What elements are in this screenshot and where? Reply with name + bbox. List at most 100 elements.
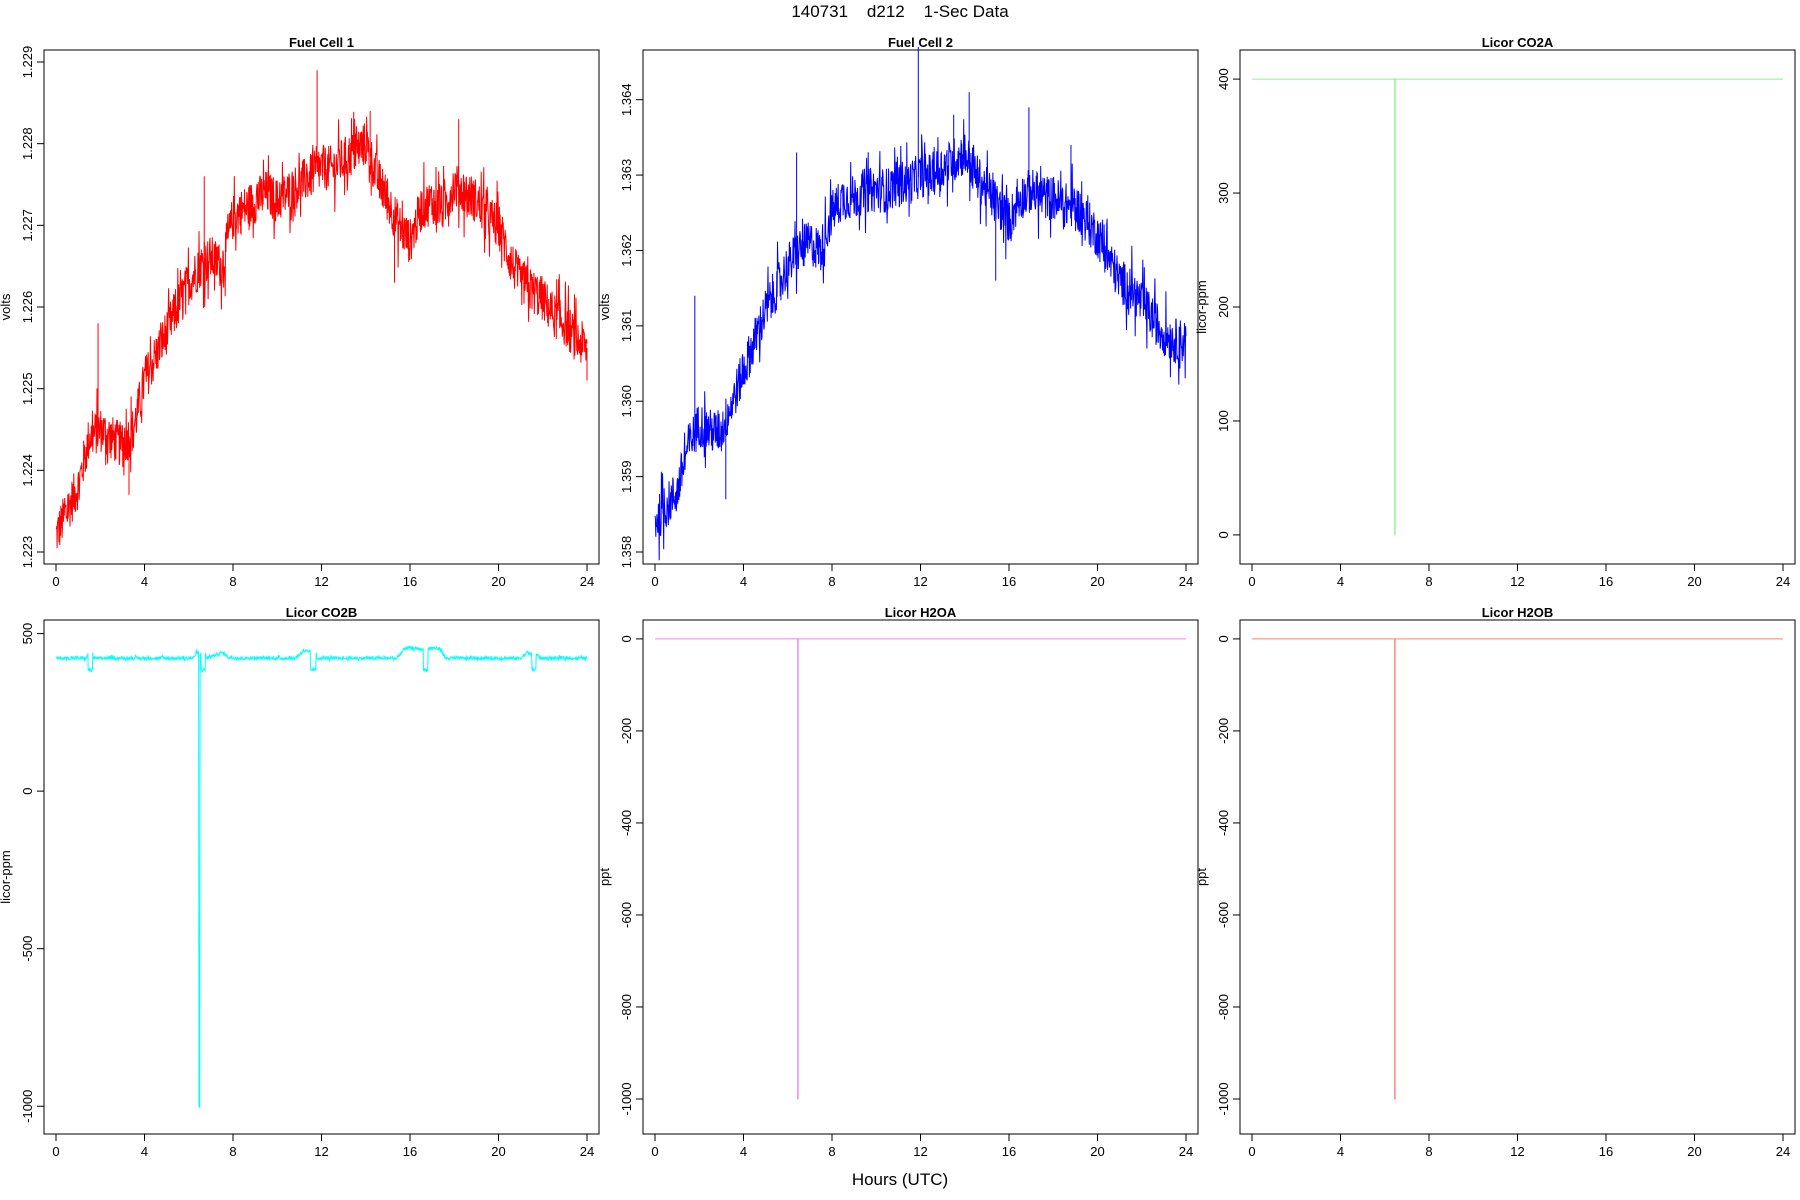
x-tick-label: 24 [1776, 1144, 1790, 1159]
panel-frame [1239, 49, 1796, 565]
x-tick-label: 16 [403, 574, 417, 589]
x-tick-label: 24 [580, 574, 594, 589]
panel-6: Licor H2OB ppt 0 4 8 12 16 20 24 -1000 -800 -600 -40… [1194, 605, 1796, 1159]
y-tick-label: -600 [1216, 902, 1231, 928]
y-tick-label: 1.363 [619, 159, 634, 192]
y-tick-label: 1.364 [619, 83, 634, 116]
y-tick-label: 1.362 [619, 234, 634, 267]
panel-title: Fuel Cell 2 [888, 35, 953, 50]
y-tick-label: 100 [1216, 410, 1231, 432]
y-tick-label: -200 [1216, 718, 1231, 744]
y-tick-label: 1.360 [619, 385, 634, 418]
panel-4: Licor CO2B licor-ppm 0 4 8 12 16 20 24 -1000 -500 0… [0, 605, 600, 1159]
x-tick-label: 4 [141, 1144, 148, 1159]
panel-frame [642, 619, 1199, 1135]
x-tick-label: 20 [491, 1144, 505, 1159]
y-axis-label: licor-ppm [0, 850, 13, 903]
x-tick-label: 4 [1337, 1144, 1344, 1159]
y-tick-label: 0 [1216, 531, 1231, 538]
x-tick-label: 8 [229, 574, 236, 589]
x-tick-label: 0 [52, 1144, 59, 1159]
x-tick-label: 12 [1510, 574, 1524, 589]
x-tick-label: 4 [740, 1144, 747, 1159]
panel-5: Licor H2OA ppt 0 4 8 12 16 20 24 -1000 -800 -600 -40… [597, 605, 1199, 1159]
y-tick-label: 0 [619, 635, 634, 642]
y-tick-label: -1000 [1216, 1082, 1231, 1115]
y-tick-label: 1.223 [20, 536, 35, 569]
x-tick-label: 20 [1090, 574, 1104, 589]
x-tick-label: 0 [1248, 574, 1255, 589]
x-tick-label: 12 [1510, 1144, 1524, 1159]
y-axis-label: ppt [1194, 868, 1209, 886]
x-axis-label: Hours (UTC) [851, 1170, 949, 1189]
x-tick-label: 0 [52, 574, 59, 589]
x-tick-label: 16 [1599, 574, 1613, 589]
y-tick-label: 500 [20, 623, 35, 645]
y-tick-label: -400 [619, 810, 634, 836]
y-tick-label: 1.229 [20, 46, 35, 79]
series-line [654, 119, 1187, 561]
y-axis-label: ppt [597, 868, 612, 886]
y-tick-label: 1.227 [20, 209, 35, 242]
x-tick-label: 20 [1687, 1144, 1701, 1159]
y-tick-label: -600 [619, 902, 634, 928]
y-tick-label: 1.361 [619, 310, 634, 343]
series-line [55, 644, 588, 1109]
y-tick-label: -400 [1216, 810, 1231, 836]
series-line [1252, 638, 1783, 1100]
x-tick-label: 8 [828, 574, 835, 589]
x-tick-label: 12 [314, 1144, 328, 1159]
x-tick-label: 16 [403, 1144, 417, 1159]
series-line [1252, 78, 1783, 536]
y-tick-label: -200 [619, 718, 634, 744]
x-tick-label: 24 [1179, 1144, 1193, 1159]
panel-title: Licor CO2B [286, 605, 358, 620]
y-tick-label: -800 [619, 994, 634, 1020]
y-tick-label: -800 [1216, 994, 1231, 1020]
panel-title: Fuel Cell 1 [289, 35, 354, 50]
x-tick-label: 4 [141, 574, 148, 589]
x-tick-label: 12 [913, 574, 927, 589]
y-tick-label: 300 [1216, 182, 1231, 204]
x-tick-label: 4 [740, 574, 747, 589]
y-axis-label: volts [597, 293, 612, 320]
x-tick-label: 8 [229, 1144, 236, 1159]
panel-1: Fuel Cell 1 volts 0 4 8 12 16 20 24 1.223 1.224 1.2… [0, 35, 600, 589]
panel-title: Licor H2OB [1482, 605, 1554, 620]
x-tick-label: 0 [1248, 1144, 1255, 1159]
y-tick-label: -1000 [619, 1082, 634, 1115]
series-line [55, 111, 588, 549]
x-tick-label: 12 [913, 1144, 927, 1159]
x-tick-label: 24 [580, 1144, 594, 1159]
y-axis-label: volts [0, 293, 13, 320]
x-tick-label: 20 [1687, 574, 1701, 589]
y-axis-label: licor-ppm [1194, 280, 1209, 333]
x-tick-label: 16 [1599, 1144, 1613, 1159]
y-tick-label: 400 [1216, 68, 1231, 90]
panel-frame [43, 49, 600, 565]
x-tick-label: 0 [651, 574, 658, 589]
x-tick-label: 24 [1776, 574, 1790, 589]
y-tick-label: 1.359 [619, 460, 634, 493]
x-tick-label: 8 [1425, 1144, 1432, 1159]
x-tick-label: 4 [1337, 574, 1344, 589]
x-tick-label: 0 [651, 1144, 658, 1159]
y-tick-label: 200 [1216, 296, 1231, 318]
x-tick-label: 16 [1002, 1144, 1016, 1159]
x-tick-label: 20 [491, 574, 505, 589]
y-tick-label: 1.228 [20, 127, 35, 160]
x-tick-label: 16 [1002, 574, 1016, 589]
panel-frame [1239, 619, 1796, 1135]
y-tick-label: 0 [20, 788, 35, 795]
x-tick-label: 20 [1090, 1144, 1104, 1159]
panel-title: Licor H2OA [885, 605, 957, 620]
panel-3: Licor CO2A licor-ppm 0 4 8 12 16 20 24 0 100 200 300… [1194, 35, 1796, 589]
x-tick-label: 8 [1425, 574, 1432, 589]
x-tick-label: 24 [1179, 574, 1193, 589]
y-tick-label: 1.358 [619, 536, 634, 569]
y-tick-label: 1.226 [20, 291, 35, 324]
x-tick-label: 8 [828, 1144, 835, 1159]
panel-title: Licor CO2A [1482, 35, 1554, 50]
y-tick-label: 1.224 [20, 454, 35, 487]
